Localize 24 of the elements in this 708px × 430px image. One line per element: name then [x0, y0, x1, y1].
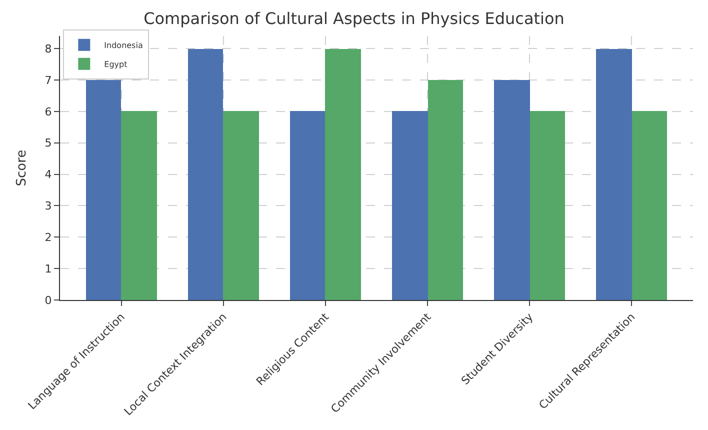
y-axis-title: Score	[14, 150, 30, 186]
y-tick-label: 3	[44, 200, 52, 213]
y-tick-label: 1	[44, 262, 52, 276]
y-tick-label: 2	[44, 230, 52, 244]
y-tick-label: 5	[44, 136, 52, 150]
bar	[392, 111, 428, 300]
y-tick-label: 8	[44, 42, 52, 56]
y-tick-label: 7	[44, 74, 52, 87]
bar	[223, 111, 259, 300]
y-tick-label: 4	[44, 168, 52, 182]
y-tick-label: 6	[44, 105, 52, 118]
y-tick-label: 0	[44, 294, 52, 307]
bar	[325, 49, 361, 300]
legend-label: Indonesia	[104, 41, 143, 50]
bar	[290, 111, 325, 300]
bar	[494, 80, 530, 300]
chart-title: Comparison of Cultural Aspects in Physics Education	[144, 9, 564, 28]
bar	[596, 49, 632, 300]
bar	[428, 80, 463, 300]
bar	[530, 111, 565, 300]
bar	[188, 49, 223, 300]
bar	[121, 111, 157, 300]
bar	[632, 111, 667, 300]
legend-label: Egypt	[104, 60, 128, 70]
